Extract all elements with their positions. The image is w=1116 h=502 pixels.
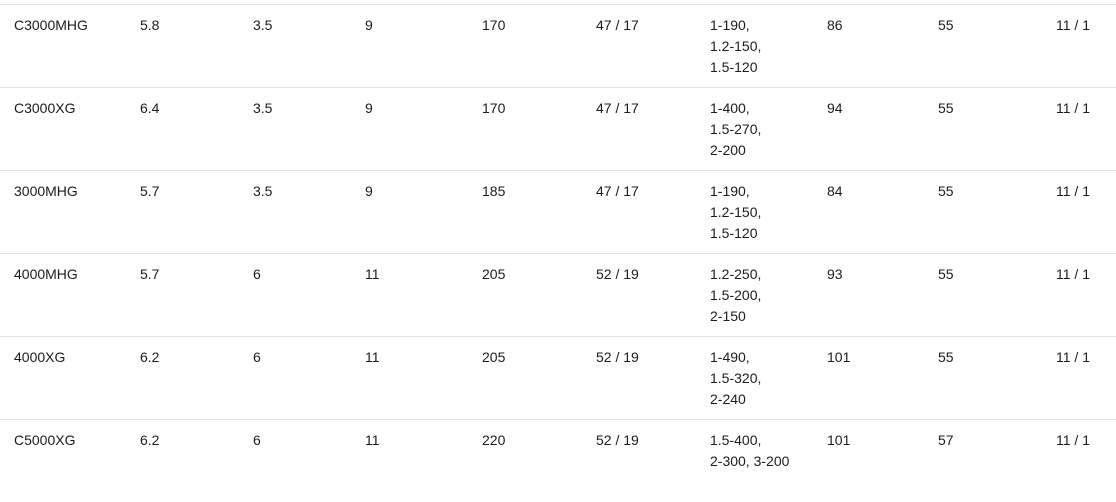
spool-dimensions-cell: 47 / 17 [596,100,639,116]
retrieve-per-crank-cell: 93 [827,266,843,282]
handle-length-cell: 55 [938,17,954,33]
weight-cell: 170 [482,100,506,116]
bearings-cell: 11 / 1 [1056,266,1090,282]
line-capacity-line: 2-240 [710,391,746,407]
gear-ratio-cell: 5.7 [140,266,160,282]
table-row: C5000XG 6.2 6 11 220 52 / 19 1.5-400, 2-300, 3-… [0,419,1116,502]
retrieve-per-crank-cell: 94 [827,100,843,116]
handle-length-cell: 55 [938,100,954,116]
bearings-cell: 11 / 1 [1056,432,1090,448]
line-capacity-line: 2-300, 3-200 [710,453,790,469]
gear-ratio-cell: 5.8 [140,17,160,33]
line-capacity-cell: 1-400, 1.5-270, 2-200 [696,88,813,170]
weight-cell: 185 [482,183,506,199]
spool-dimensions-cell: 52 / 19 [596,266,639,282]
max-drag-cell: 9 [365,183,373,199]
retrieve-per-crank-cell: 101 [827,432,851,448]
gear-ratio-cell: 6.2 [140,432,160,448]
line-capacity-line: 1.5-120 [710,225,758,241]
table-row: 3000MHG 5.7 3.5 9 185 47 / 17 1-190, 1.2-150, 1.… [0,170,1116,253]
line-capacity-line: 1-190, [710,17,750,33]
practical-drag-cell: 6 [253,266,261,282]
model-cell: C5000XG [14,432,76,448]
spool-dimensions-cell: 47 / 17 [596,183,639,199]
model-cell: 4000MHG [14,266,78,282]
weight-cell: 205 [482,266,506,282]
model-cell: 3000MHG [14,183,78,199]
bearings-cell: 11 / 1 [1056,17,1090,33]
max-drag-cell: 9 [365,100,373,116]
table-row: 4000XG 6.2 6 11 205 52 / 19 1-490, 1.5-320, 2-24… [0,336,1116,419]
line-capacity-line: 2-150 [710,308,746,324]
retrieve-per-crank-cell: 101 [827,349,851,365]
spool-dimensions-cell: 52 / 19 [596,432,639,448]
spool-dimensions-cell: 52 / 19 [596,349,639,365]
model-cell: C3000XG [14,100,76,116]
model-cell: 4000XG [14,349,66,365]
practical-drag-cell: 3.5 [253,17,273,33]
bearings-cell: 11 / 1 [1056,183,1090,199]
max-drag-cell: 11 [365,349,380,365]
line-capacity-cell: 1-490, 1.5-320, 2-240 [696,337,813,419]
bearings-cell: 11 / 1 [1056,349,1090,365]
line-capacity-line: 1-190, [710,183,750,199]
line-capacity-line: 1.2-250, [710,266,762,282]
retrieve-per-crank-cell: 86 [827,17,843,33]
max-drag-cell: 11 [365,432,380,448]
line-capacity-line: 1.5-320, [710,370,762,386]
handle-length-cell: 55 [938,349,954,365]
line-capacity-cell: 1.5-400, 2-300, 3-200 [696,420,813,502]
handle-length-cell: 57 [938,432,954,448]
handle-length-cell: 55 [938,183,954,199]
line-capacity-cell: 1-190, 1.2-150, 1.5-120 [696,171,813,253]
practical-drag-cell: 3.5 [253,183,273,199]
practical-drag-cell: 6 [253,432,261,448]
handle-length-cell: 55 [938,266,954,282]
gear-ratio-cell: 5.7 [140,183,160,199]
bearings-cell: 11 / 1 [1056,100,1090,116]
line-capacity-line: 1-400, [710,100,750,116]
table-row: C3000MHG 5.8 3.5 9 170 47 / 17 1-190, 1.2-150, 1… [0,4,1116,87]
line-capacity-line: 1.5-120 [710,59,758,75]
weight-cell: 170 [482,17,506,33]
line-capacity-line: 1-490, [710,349,750,365]
weight-cell: 220 [482,432,506,448]
gear-ratio-cell: 6.2 [140,349,160,365]
practical-drag-cell: 6 [253,349,261,365]
line-capacity-line: 1.2-150, [710,38,762,54]
max-drag-cell: 9 [365,17,373,33]
line-capacity-line: 1.2-150, [710,204,762,220]
weight-cell: 205 [482,349,506,365]
line-capacity-line: 1.5-270, [710,121,762,137]
line-capacity-line: 2-200 [710,142,746,158]
gear-ratio-cell: 6.4 [140,100,160,116]
table-row: C3000XG 6.4 3.5 9 170 47 / 17 1-400, 1.5-270, 2-… [0,87,1116,170]
specs-table: C3000MHG 5.8 3.5 9 170 47 / 17 1-190, 1.2-150, 1… [0,4,1116,502]
line-capacity-line: 1.5-200, [710,287,762,303]
line-capacity-cell: 1-190, 1.2-150, 1.5-120 [696,5,813,87]
table-row: 4000MHG 5.7 6 11 205 52 / 19 1.2-250, 1.5-200, 2… [0,253,1116,336]
line-capacity-cell: 1.2-250, 1.5-200, 2-150 [696,254,813,336]
line-capacity-line: 1.5-400, [710,432,762,448]
max-drag-cell: 11 [365,266,380,282]
practical-drag-cell: 3.5 [253,100,273,116]
spool-dimensions-cell: 47 / 17 [596,17,639,33]
model-cell: C3000MHG [14,17,88,33]
retrieve-per-crank-cell: 84 [827,183,843,199]
